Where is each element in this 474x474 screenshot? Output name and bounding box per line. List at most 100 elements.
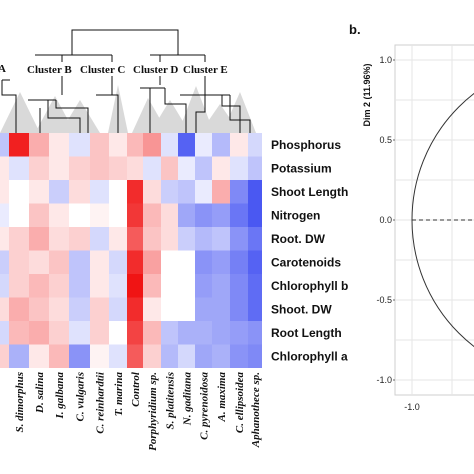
heatmap-cell xyxy=(49,297,69,321)
heatmap-cell xyxy=(195,227,212,251)
column-label: Porphyridium sp. xyxy=(147,372,159,451)
heatmap-cell xyxy=(109,203,127,227)
heatmap-cell xyxy=(29,250,49,274)
heatmap-cell xyxy=(49,344,69,368)
dendrogram-branch xyxy=(96,94,119,133)
heatmap-cell xyxy=(29,156,49,180)
dendrogram-branch xyxy=(195,95,206,133)
heatmap-cell xyxy=(230,156,248,180)
heatmap-cell xyxy=(127,180,143,204)
column-label: C. pyrenoidosa xyxy=(199,372,211,440)
heatmap-cell xyxy=(0,250,9,274)
column-label: S. dimorphus xyxy=(14,372,26,433)
heatmap-cell xyxy=(143,344,161,368)
heatmap-cell xyxy=(143,180,161,204)
heatmap-cell xyxy=(230,250,248,274)
heatmap-cell xyxy=(230,321,248,345)
row-label: Shoot. DW xyxy=(271,302,332,316)
row-label: Carotenoids xyxy=(271,255,341,269)
column-label: A. maxima xyxy=(216,372,228,423)
heatmap-cell xyxy=(127,156,143,180)
y-tick-label: -1.0 xyxy=(376,375,392,385)
dendrogram-branch xyxy=(164,88,187,133)
heatmap-cell xyxy=(29,344,49,368)
heatmap-cell xyxy=(230,180,248,204)
heatmap-cell xyxy=(143,321,161,345)
dendrogram-branch xyxy=(71,29,179,55)
column-label: N. gaditana xyxy=(182,372,194,427)
heatmap-cell xyxy=(161,227,178,251)
heatmap-cell xyxy=(161,274,178,298)
heatmap-cell xyxy=(69,250,90,274)
heatmap-cell xyxy=(195,274,212,298)
heatmap-cell xyxy=(69,133,90,157)
heatmap-cell xyxy=(69,297,90,321)
heatmap-cell xyxy=(49,227,69,251)
dendrogram-branch xyxy=(1,80,8,96)
dendrogram-shade xyxy=(35,96,75,133)
heatmap-cell xyxy=(195,344,212,368)
dendrogram-shade xyxy=(222,92,256,133)
dendrogram-shade xyxy=(178,86,214,133)
heatmap-cell xyxy=(212,156,230,180)
heatmap-cell xyxy=(212,274,230,298)
heatmap-cell xyxy=(127,344,143,368)
heatmap-cell xyxy=(178,156,195,180)
heatmap-cell xyxy=(195,297,212,321)
heatmap-cell xyxy=(69,180,90,204)
column-label: S. platitensis xyxy=(165,372,177,429)
heatmap-cell xyxy=(90,321,109,345)
heatmap-cell xyxy=(90,344,109,368)
heatmap-cell xyxy=(161,321,178,345)
cluster-label: Cluster C xyxy=(80,64,125,76)
heatmap-cell xyxy=(195,321,212,345)
heatmap-cell xyxy=(143,297,161,321)
dendrogram-shade xyxy=(60,100,100,133)
heatmap-cell xyxy=(212,133,230,157)
y-tick-label: 0.0 xyxy=(379,215,392,225)
heatmap-cell xyxy=(178,274,195,298)
dendrogram-shade xyxy=(0,92,40,133)
panel-label: b. xyxy=(349,22,361,37)
heatmap-cell xyxy=(109,156,127,180)
heatmap-cell xyxy=(69,344,90,368)
heatmap-cell xyxy=(248,227,262,251)
dendrogram-shade xyxy=(150,100,190,133)
heatmap-cell xyxy=(109,227,127,251)
heatmap-cell xyxy=(9,227,29,251)
heatmap-cell xyxy=(29,321,49,345)
heatmap-cell xyxy=(212,321,230,345)
cluster-label-bg xyxy=(180,62,227,76)
heatmap-cell xyxy=(161,203,178,227)
dendrogram-branch xyxy=(8,94,17,133)
y-tick-label: 1.0 xyxy=(379,55,392,65)
cluster-label-bg xyxy=(77,62,125,76)
heatmap-cell xyxy=(248,250,262,274)
heatmap-cell xyxy=(0,321,9,345)
heatmap-cell xyxy=(248,321,262,345)
row-label: Root. DW xyxy=(271,232,326,246)
heatmap-cell xyxy=(230,344,248,368)
dendrogram-branch xyxy=(229,95,251,133)
heatmap-cell xyxy=(127,297,143,321)
cluster-label-bg xyxy=(24,62,71,76)
cluster-labels: Cluster B Cluster C Cluster D Cluster E xyxy=(24,62,228,76)
heatmap-cell xyxy=(230,297,248,321)
heatmap-cell xyxy=(127,274,143,298)
heatmap-cell xyxy=(127,227,143,251)
heatmap-cell xyxy=(9,203,29,227)
heatmap-cell xyxy=(195,133,212,157)
heatmap-cell xyxy=(161,133,178,157)
heatmap-cell xyxy=(161,250,178,274)
heatmap-cell xyxy=(0,180,9,204)
heatmap-cell xyxy=(69,227,90,251)
row-label: Chlorophyll b xyxy=(271,279,348,293)
heatmap-cell xyxy=(248,344,262,368)
heatmap-cell xyxy=(9,156,29,180)
heatmap-cell xyxy=(230,203,248,227)
heatmap-cell xyxy=(90,297,109,321)
column-label: T. marina xyxy=(113,372,125,417)
heatmap-cell xyxy=(248,133,262,157)
heatmap-cell xyxy=(9,133,29,157)
